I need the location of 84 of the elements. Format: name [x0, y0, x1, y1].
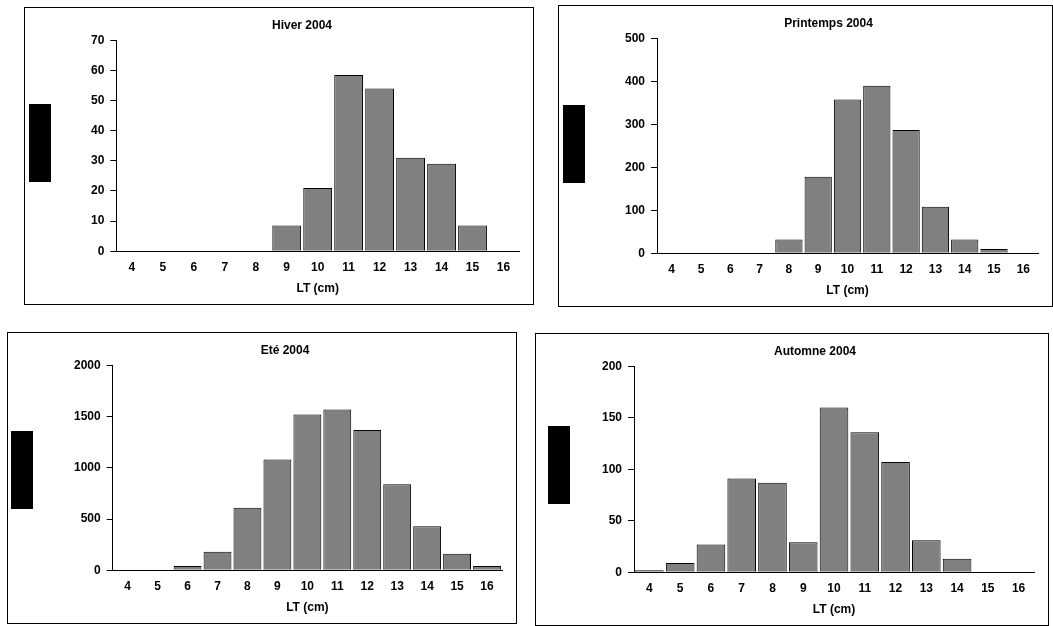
y-tick-label: 70 [90, 32, 105, 47]
x-tick-label: 16 [480, 578, 495, 593]
x-tick-label: 5 [159, 259, 167, 274]
x-tick-label: 8 [785, 261, 793, 276]
y-tick-label: 150 [601, 410, 623, 425]
x-tick-label: 10 [310, 259, 325, 274]
y-tick-label: 30 [90, 153, 105, 168]
x-tick-label: 13 [403, 259, 418, 274]
y-tick-label: 400 [624, 73, 646, 88]
x-tick-label: 10 [827, 580, 841, 595]
y-tick-label: 60 [90, 62, 105, 77]
x-tick-label: 14 [420, 578, 435, 593]
y-tick-label: 50 [90, 92, 105, 107]
x-tick-label: 16 [1011, 580, 1026, 595]
x-tick-label: 5 [697, 261, 705, 276]
x-tick-label: 14 [958, 261, 972, 276]
x-tick-label: 14 [434, 259, 449, 274]
x-tick-label: 11 [330, 578, 344, 593]
x-tick-label: 11 [342, 259, 356, 274]
x-tick-label: 13 [919, 580, 934, 595]
x-tick-label: 6 [726, 261, 734, 276]
x-tick-label: 7 [214, 578, 222, 593]
y-tick-label: 200 [624, 159, 646, 174]
y-tick-label: 300 [624, 116, 646, 131]
y-tick-label: 40 [90, 123, 105, 138]
y-tick-label: 20 [90, 183, 105, 198]
y-tick-label: 0 [615, 564, 623, 579]
y-tick-label: 1000 [73, 460, 102, 475]
x-axis-title: LT (cm) [286, 600, 329, 615]
x-axis-title: LT (cm) [812, 602, 856, 617]
x-tick-label: 4 [668, 261, 676, 276]
chart-title: Automne 2004 [773, 343, 857, 358]
x-tick-label: 10 [300, 578, 315, 593]
x-tick-label: 11 [858, 580, 872, 595]
x-tick-label: 14 [950, 580, 965, 595]
x-tick-label: 15 [465, 259, 480, 274]
x-tick-label: 6 [190, 259, 198, 274]
y-tick-label: 0 [97, 243, 105, 258]
x-tick-label: 10 [840, 261, 855, 276]
x-tick-label: 9 [814, 261, 822, 276]
x-tick-label: 12 [899, 261, 914, 276]
x-tick-label: 9 [799, 580, 807, 595]
y-tick-label: 100 [624, 202, 646, 217]
y-tick-label: 500 [80, 511, 102, 526]
x-tick-label: 7 [221, 259, 229, 274]
x-tick-label: 15 [987, 261, 1002, 276]
x-tick-label: 9 [274, 578, 282, 593]
y-tick-label: 2000 [73, 357, 102, 372]
x-tick-label: 4 [124, 578, 132, 593]
y-tick-label: 500 [624, 30, 646, 45]
x-tick-label: 5 [154, 578, 162, 593]
x-tick-label: 13 [928, 261, 943, 276]
x-tick-label: 12 [372, 259, 387, 274]
x-tick-label: 6 [184, 578, 192, 593]
chart-title: Eté 2004 [260, 342, 310, 357]
x-tick-label: 9 [283, 259, 291, 274]
x-tick-label: 15 [981, 580, 995, 595]
chart-title: Hiver 2004 [271, 17, 333, 32]
x-tick-label: 7 [756, 261, 764, 276]
x-tick-label: 13 [390, 578, 405, 593]
x-tick-label: 11 [870, 261, 884, 276]
chart-title: Printemps 2004 [784, 15, 874, 30]
y-tick-label: 200 [601, 358, 623, 373]
y-tick-label: 10 [90, 213, 105, 228]
x-tick-label: 6 [707, 580, 715, 595]
x-tick-label: 5 [676, 580, 684, 595]
y-tick-label: 50 [608, 513, 623, 528]
x-tick-label: 8 [769, 580, 777, 595]
x-tick-label: 16 [1016, 261, 1031, 276]
x-tick-label: 8 [244, 578, 252, 593]
x-tick-label: 4 [646, 580, 654, 595]
y-tick-label: 100 [601, 461, 623, 476]
x-tick-label: 4 [128, 259, 136, 274]
x-tick-label: 12 [360, 578, 375, 593]
x-tick-label: 8 [252, 259, 260, 274]
x-axis-title: LT (cm) [826, 283, 869, 298]
y-tick-label: 0 [638, 245, 646, 260]
x-tick-label: 15 [450, 578, 465, 593]
y-tick-label: 1500 [73, 408, 102, 423]
x-axis-title: LT (cm) [296, 281, 339, 296]
x-tick-label: 16 [496, 259, 511, 274]
y-tick-label: 0 [94, 562, 102, 577]
x-tick-label: 12 [888, 580, 903, 595]
x-tick-label: 7 [738, 580, 746, 595]
